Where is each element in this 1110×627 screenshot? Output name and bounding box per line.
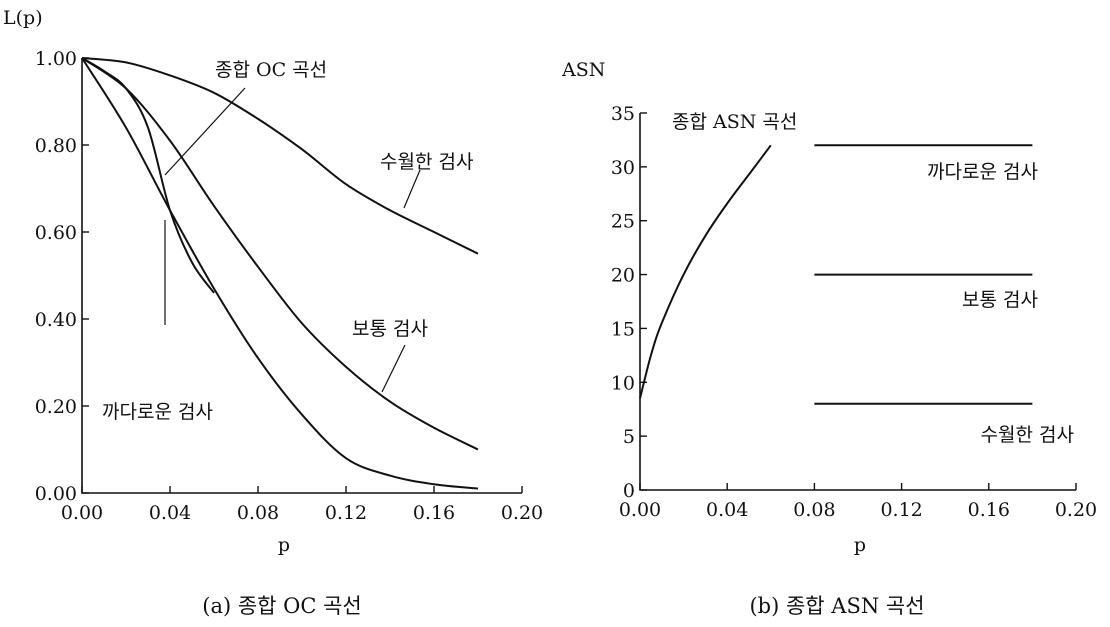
b-ytick-label: 15 — [611, 318, 635, 340]
b-xtick-label: 0.00 — [619, 499, 661, 521]
a-ytick-label: 1.00 — [35, 48, 77, 70]
b-ytick-label: 20 — [611, 265, 635, 287]
a-ytick-label: 0.00 — [35, 483, 77, 505]
b-ytick-label: 35 — [611, 103, 635, 125]
oc-normal-leader — [381, 344, 406, 393]
oc-easy-leader — [403, 169, 421, 209]
oc-easy-label: 수월한 검사 — [380, 151, 473, 173]
asn-y-axis-label: ASN — [561, 59, 605, 81]
b-ytick-label: 0 — [623, 480, 635, 502]
a-series-line-1 — [81, 57, 479, 451]
oc-composite-label: 종합 OC 곡선 — [215, 59, 327, 81]
b-xtick-label: 0.04 — [706, 499, 748, 521]
a-xtick-label: 0.16 — [413, 502, 455, 524]
oc-x-axis-label: p — [278, 534, 290, 556]
a-ytick-label: 0.60 — [35, 222, 77, 244]
a-series-line-2 — [81, 57, 479, 490]
oc-y-axis-label: L(p) — [3, 7, 43, 29]
asn-composite-label: 종합 ASN 곡선 — [672, 111, 797, 133]
oc-tightened-label: 까다로운 검사 — [102, 401, 213, 423]
b-series-line-0 — [639, 144, 772, 399]
b-xtick-label: 0.08 — [793, 499, 835, 521]
asn-caption: (b) 종합 ASN 곡선 — [749, 594, 924, 618]
a-ytick-label: 0.80 — [35, 135, 77, 157]
b-xtick-label: 0.12 — [880, 499, 922, 521]
oc-composite-leader — [164, 87, 246, 176]
a-series-line-0 — [81, 57, 479, 255]
asn-normal-label: 보통 검사 — [962, 289, 1038, 311]
a-series-line-3 — [81, 57, 215, 294]
a-ytick-label: 0.40 — [35, 309, 77, 331]
a-ytick-label: 0.20 — [35, 396, 77, 418]
a-xtick-label: 0.08 — [237, 502, 279, 524]
a-xtick-label: 0.20 — [501, 502, 543, 524]
a-xtick-label: 0.04 — [149, 502, 191, 524]
oc-axes — [81, 58, 522, 494]
asn-x-axis-label: p — [854, 534, 866, 556]
a-xtick-label: 0.00 — [61, 502, 103, 524]
b-ytick-label: 25 — [611, 211, 635, 233]
b-ytick-label: 10 — [611, 372, 635, 394]
oc-chart: 0.00 0.20 0.40 0.60 0.80 1.00 0.00 0.04 0.08 0.1… — [3, 7, 543, 618]
oc-normal-label: 보통 검사 — [352, 318, 428, 340]
asn-easy-label: 수월한 검사 — [981, 424, 1074, 446]
oc-caption: (a) 종합 OC 곡선 — [202, 594, 362, 618]
b-ytick-label: 5 — [623, 426, 635, 448]
a-xtick-label: 0.12 — [325, 502, 367, 524]
b-xtick-label: 0.16 — [968, 499, 1010, 521]
b-xtick-label: 0.20 — [1055, 499, 1097, 521]
b-ytick-label: 30 — [611, 157, 635, 179]
asn-tightened-label: 까다로운 검사 — [927, 161, 1038, 183]
